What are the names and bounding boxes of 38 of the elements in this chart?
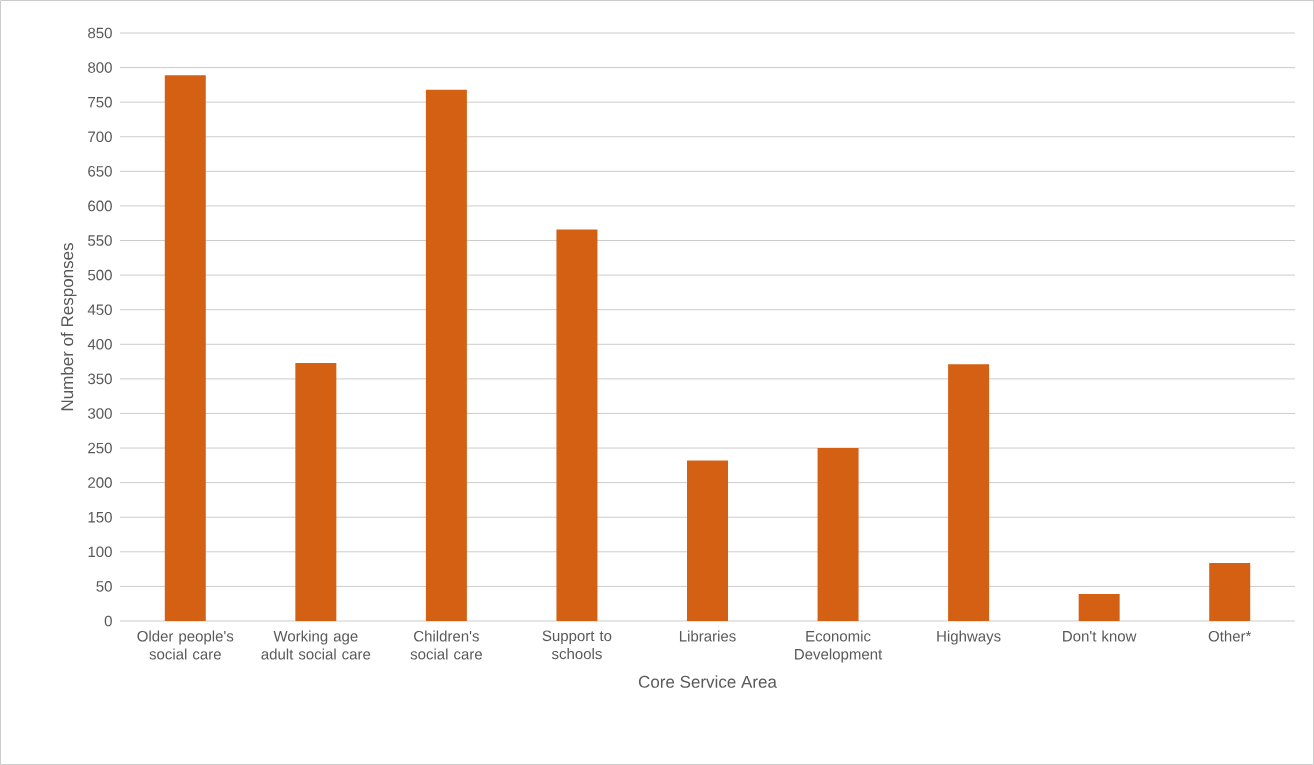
x-tick-label: Don't know [1063, 630, 1137, 642]
bar [556, 229, 598, 621]
bar [948, 364, 990, 621]
y-tick-label: 850 [88, 27, 112, 39]
y-tick-label: 350 [88, 373, 112, 385]
x-tick-label: Children's social care [410, 630, 482, 660]
y-tick-label: 650 [88, 166, 112, 177]
y-tick-label: 450 [87, 304, 112, 315]
x-tick-label: Other* [1208, 630, 1252, 642]
y-tick-label: 700 [88, 131, 112, 143]
bar [425, 89, 467, 621]
y-tick-label: 100 [88, 546, 112, 558]
x-tick-label: Older people's social care [137, 630, 234, 660]
x-tick-label: Support to schools [542, 630, 612, 660]
bar [817, 448, 859, 621]
x-tick-label: Libraries [679, 630, 736, 642]
y-tick-label: 600 [88, 200, 112, 212]
y-tick-label: 200 [88, 477, 112, 488]
bar [1209, 562, 1251, 621]
x-tick-label: Working age adult social care [261, 630, 371, 660]
y-tick-label: 0 [104, 615, 112, 627]
y-tick-label: 400 [87, 338, 112, 350]
y-tick-label: 500 [88, 269, 112, 281]
y-tick-label: 300 [88, 408, 112, 419]
y-tick-label: 250 [88, 442, 112, 454]
bar [687, 460, 728, 621]
y-tick-label: 150 [88, 511, 112, 523]
y-tick-label: 800 [88, 62, 112, 73]
bar [164, 75, 206, 621]
x-tick-label: Economic Development [795, 630, 883, 663]
y-tick-label: 50 [96, 581, 112, 592]
bar [295, 362, 337, 621]
x-axis-title: Core Service Area [638, 675, 777, 688]
y-tick-label: 550 [88, 235, 112, 246]
y-axis-title: Number of Responses [60, 243, 77, 411]
x-tick-label: Highways [937, 630, 1001, 645]
bar [1078, 594, 1120, 621]
y-tick-label: 750 [88, 96, 112, 108]
